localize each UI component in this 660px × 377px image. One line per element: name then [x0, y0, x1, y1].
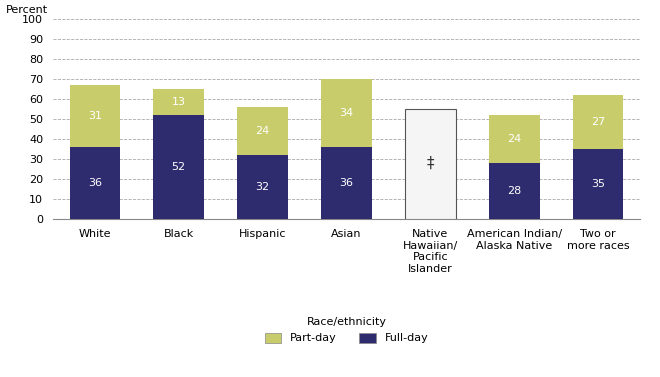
- Bar: [321, 147, 372, 219]
- Text: 31: 31: [88, 111, 102, 121]
- Text: 32: 32: [255, 182, 270, 192]
- Text: 36: 36: [339, 178, 354, 188]
- Legend: Part-day, Full-day: Part-day, Full-day: [259, 311, 434, 349]
- Text: 13: 13: [172, 97, 185, 107]
- Bar: [573, 95, 624, 149]
- Bar: [489, 115, 539, 163]
- Bar: [321, 79, 372, 147]
- Bar: [405, 109, 455, 219]
- Text: 24: 24: [507, 134, 521, 144]
- Bar: [154, 89, 204, 115]
- Text: 35: 35: [591, 179, 605, 189]
- Text: 52: 52: [172, 162, 185, 172]
- Bar: [489, 163, 539, 219]
- Text: 36: 36: [88, 178, 102, 188]
- Text: 24: 24: [255, 126, 270, 136]
- Text: 34: 34: [339, 108, 354, 118]
- Text: ‡: ‡: [426, 156, 434, 171]
- Bar: [573, 149, 624, 219]
- Bar: [154, 115, 204, 219]
- Bar: [69, 147, 120, 219]
- Bar: [238, 107, 288, 155]
- Bar: [238, 155, 288, 219]
- Bar: [69, 85, 120, 147]
- Text: 28: 28: [507, 186, 521, 196]
- Text: Percent: Percent: [6, 5, 48, 15]
- Text: 27: 27: [591, 117, 605, 127]
